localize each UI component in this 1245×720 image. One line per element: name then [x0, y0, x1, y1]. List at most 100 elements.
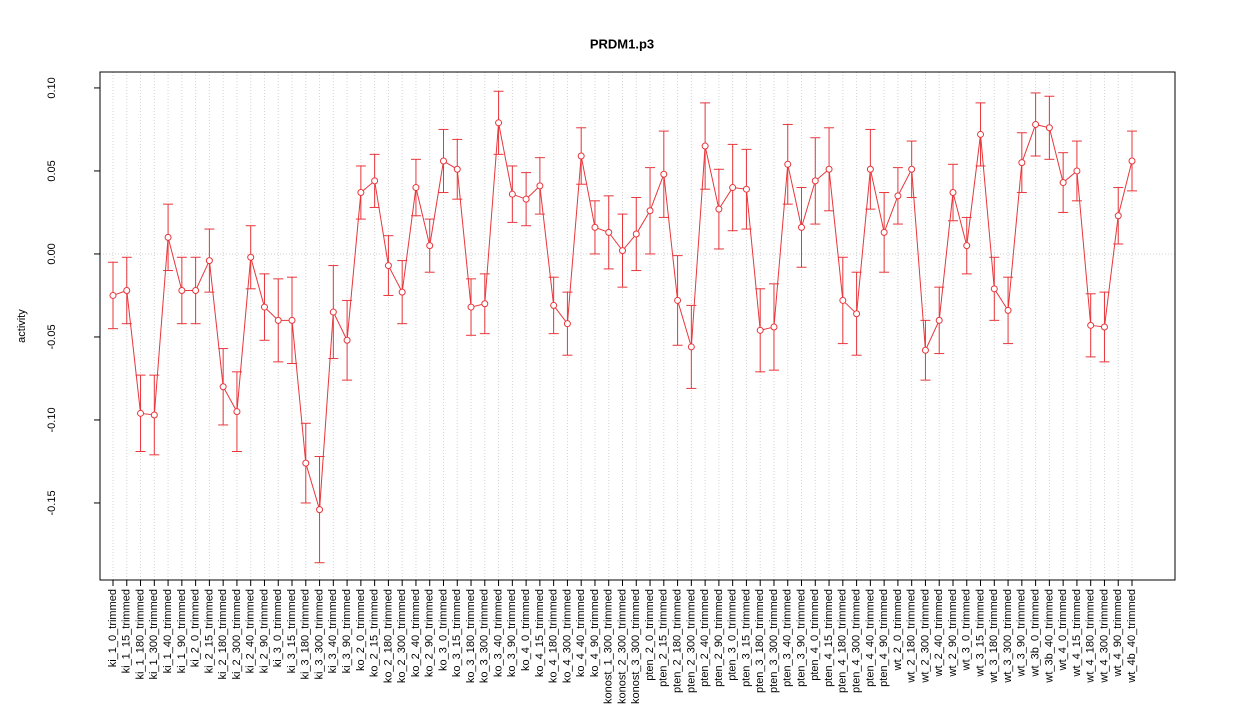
x-tick-label: ki_2_0_trimmed — [190, 589, 202, 667]
point — [577, 152, 585, 160]
x-tick-label: ki_1_15_trimmed — [121, 589, 133, 673]
x-tick-label: pten_4_0_trimmed — [809, 589, 821, 681]
x-tick-label: ko_2_40_trimmed — [410, 589, 422, 677]
point — [646, 207, 654, 215]
point — [770, 323, 778, 331]
point — [316, 506, 324, 514]
x-tick-label: ki_1_90_trimmed — [176, 589, 188, 673]
point — [963, 242, 971, 250]
point — [536, 182, 544, 190]
point — [715, 205, 723, 213]
point — [563, 320, 571, 328]
point — [1128, 157, 1136, 165]
point — [137, 409, 145, 417]
x-tick-label: wt_2_40_trimmed — [933, 589, 945, 677]
point — [908, 165, 916, 173]
x-tick-label: ko_4_40_trimmed — [575, 589, 587, 677]
x-tick-label: ki_3_300_trimmed — [313, 589, 325, 680]
point — [784, 160, 792, 168]
x-tick-label: ki_3_0_trimmed — [272, 589, 284, 667]
point — [288, 316, 296, 324]
x-tick-label: pten_3_300_trimmed — [768, 589, 780, 693]
point — [687, 343, 695, 351]
y-tick-label: 0.10 — [46, 77, 58, 98]
x-tick-label: pten_3_40_trimmed — [782, 589, 794, 687]
x-tick-label: wt_3_0_trimmed — [961, 589, 973, 671]
point — [192, 286, 200, 294]
x-tick-label: pten_2_0_trimmed — [644, 589, 656, 681]
point — [632, 230, 640, 238]
chart-title: PRDM1.p3 — [590, 36, 654, 51]
x-tick-label: ko_4_90_trimmed — [589, 589, 601, 677]
x-tick-label: ki_2_300_trimmed — [231, 589, 243, 680]
plot-frame — [99, 71, 1176, 581]
point — [949, 189, 957, 197]
point — [921, 346, 929, 354]
x-tick-label: konost_1_300_trimmed — [603, 589, 615, 704]
x-tick-label: ko_4_180_trimmed — [548, 589, 560, 683]
x-tick-label: ki_3_15_trimmed — [286, 589, 298, 673]
point — [219, 383, 227, 391]
x-tick-label: ko_3_180_trimmed — [465, 589, 477, 683]
point — [343, 336, 351, 344]
point — [866, 165, 874, 173]
x-tick-label: ko_3_90_trimmed — [506, 589, 518, 677]
point — [619, 247, 626, 255]
point — [495, 119, 503, 127]
y-tick-label: -0.05 — [46, 324, 58, 349]
x-tick-label: ki_3_90_trimmed — [341, 589, 353, 673]
x-tick-label: pten_4_90_trimmed — [878, 589, 890, 687]
point — [329, 308, 337, 316]
x-tick-label: ki_1_40_trimmed — [162, 589, 174, 673]
point — [1073, 167, 1081, 175]
x-tick-label: wt_3_180_trimmed — [988, 589, 1000, 684]
point — [1045, 124, 1053, 132]
x-tick-label: wt_3b_40_trimmed — [1043, 589, 1055, 684]
point — [660, 170, 668, 178]
point — [1100, 323, 1108, 331]
x-tick-label: konost_3_300_trimmed — [630, 589, 642, 704]
x-tick-label: pten_3_0_trimmed — [727, 589, 739, 681]
point — [811, 177, 819, 185]
point — [894, 192, 902, 200]
x-tick-label: pten_2_40_trimmed — [699, 589, 711, 687]
point — [260, 303, 268, 311]
y-tick-label: 0.00 — [46, 243, 58, 264]
x-tick-label: ko_4_300_trimmed — [561, 589, 573, 683]
x-tick-label: wt_4b_40_trimmed — [1126, 589, 1138, 684]
y-tick-label: -0.10 — [46, 407, 58, 432]
point — [756, 326, 764, 334]
x-tick-label: ko_3_15_trimmed — [451, 589, 463, 677]
point — [164, 233, 172, 241]
point — [302, 459, 310, 467]
x-tick-label: wt_3b_0_trimmed — [1030, 589, 1042, 677]
x-tick-label: wt_3_300_trimmed — [1002, 589, 1014, 684]
x-tick-label: pten_2_300_trimmed — [685, 589, 697, 693]
point — [839, 296, 847, 304]
point — [701, 142, 709, 150]
point — [1032, 120, 1040, 128]
x-tick-label: ko_2_300_trimmed — [396, 589, 408, 683]
point — [178, 286, 186, 294]
point — [1004, 306, 1012, 314]
x-tick-label: wt_4_0_trimmed — [1057, 589, 1069, 671]
point — [729, 184, 737, 192]
x-tick-label: ko_3_0_trimmed — [437, 589, 449, 671]
point — [605, 228, 613, 236]
point — [798, 223, 806, 231]
point — [674, 296, 682, 304]
point — [742, 185, 750, 193]
x-tick-label: konost_2_300_trimmed — [616, 589, 628, 704]
point — [371, 177, 379, 185]
x-tick-label: ki_1_300_trimmed — [148, 589, 160, 680]
x-tick-label: pten_4_300_trimmed — [851, 589, 863, 693]
x-tick-label: ko_3_40_trimmed — [492, 589, 504, 677]
point — [233, 408, 241, 416]
point — [205, 257, 213, 265]
x-tick-label: wt_4_15_trimmed — [1071, 589, 1083, 677]
point — [508, 190, 516, 198]
x-tick-label: pten_2_90_trimmed — [713, 589, 725, 687]
x-tick-label: pten_2_180_trimmed — [671, 589, 683, 693]
point — [853, 310, 861, 318]
point — [825, 165, 833, 173]
